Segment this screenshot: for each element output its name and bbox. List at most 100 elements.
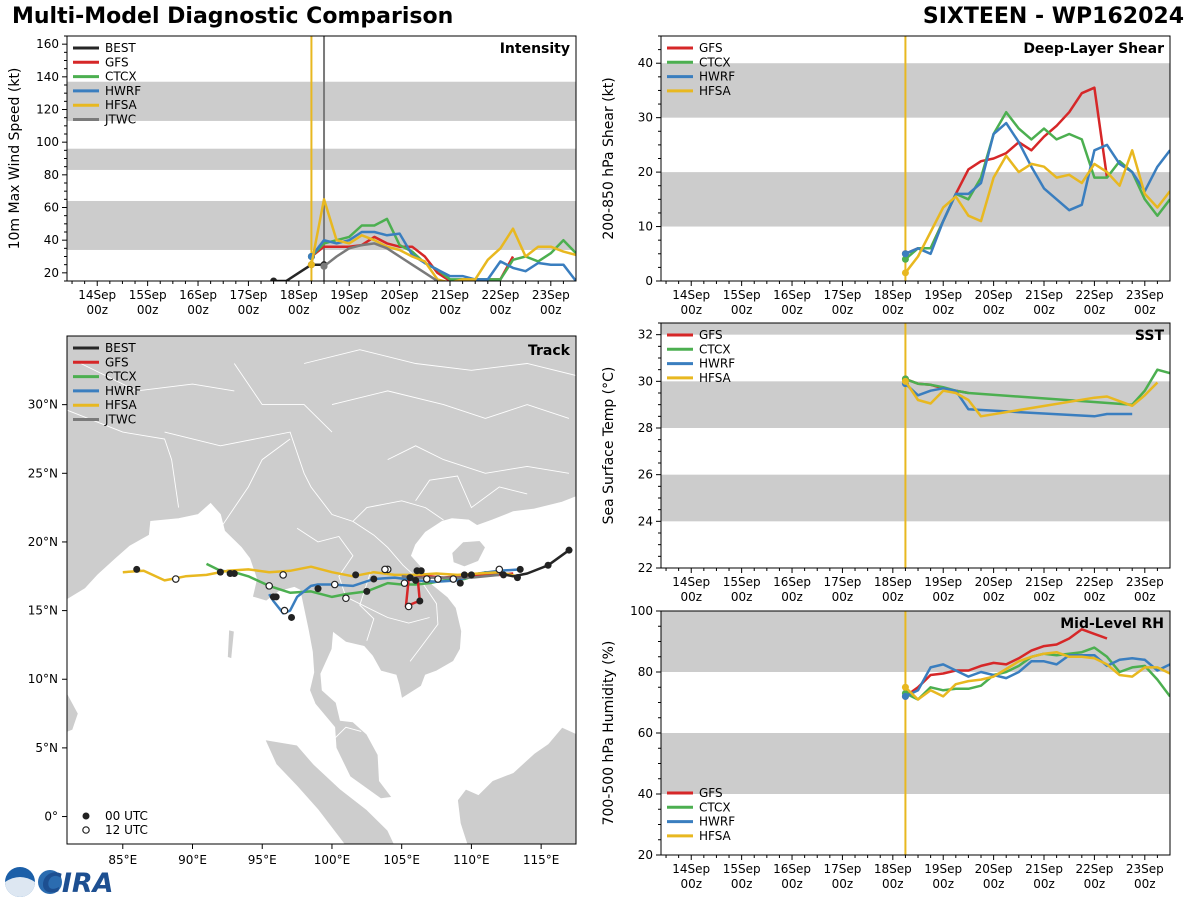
x-tick-hour: 00z <box>983 303 1005 317</box>
series-line-ctcx <box>904 368 1170 406</box>
legend-label-hfsa: HFSA <box>699 829 732 843</box>
track-point-12utc <box>381 565 389 574</box>
track-point-ctcx-00utc <box>363 587 371 595</box>
shaded-band <box>661 323 1170 335</box>
series-start-point-hwrf <box>901 692 909 700</box>
x-tick-hour: 00z <box>86 303 108 317</box>
legend-label-jtwc: JTWC <box>104 113 136 127</box>
track-point-00utc <box>412 576 420 584</box>
tracks-group <box>122 546 573 621</box>
shaded-band <box>67 148 576 170</box>
x-tick-date: 17Sep <box>229 288 267 302</box>
shaded-band <box>661 381 1170 428</box>
x-tick-date: 15Sep <box>723 862 761 876</box>
x-tick-hour: 00z <box>882 303 904 317</box>
x-tick-date: 14Sep <box>672 862 710 876</box>
legend-label-best: BEST <box>105 41 136 55</box>
x-tick-date: 23Sep <box>532 288 570 302</box>
y-tick-label: 25°N <box>28 466 58 480</box>
legend-label-best: BEST <box>105 341 136 355</box>
y-axis-label: 10m Max Wind Speed (kt) <box>7 68 23 250</box>
admin-boundary <box>80 363 235 392</box>
x-tick-hour: 00z <box>389 303 411 317</box>
x-tick-hour: 00z <box>1084 877 1106 891</box>
series-line-hfsa <box>310 198 576 281</box>
y-tick-label: 60 <box>44 201 59 215</box>
x-tick-date: 17Sep <box>823 862 861 876</box>
track-point-jtwc-12utc <box>422 575 431 583</box>
x-tick-date: 18Sep <box>874 288 912 302</box>
legend-label-hwrf: HWRF <box>699 70 735 84</box>
x-tick-date: 17Sep <box>823 288 861 302</box>
legend-label-hwrf: HWRF <box>105 84 141 98</box>
srilanka-landmass <box>67 691 79 733</box>
plot-frame <box>66 335 577 845</box>
x-tick-hour: 00z <box>731 877 753 891</box>
track-point-hwrf-00utc <box>370 575 378 583</box>
series-line-hfsa <box>904 380 1159 418</box>
y-tick-label: 30°N <box>28 398 58 412</box>
y-tick-label: 120 <box>36 103 59 117</box>
x-tick-hour: 00z <box>1033 590 1055 604</box>
y-tick-label: 0 <box>645 274 653 288</box>
track-point-ctcx-00utc <box>216 568 224 576</box>
y-tick-label: 20 <box>44 266 59 280</box>
track-point-best-12utc <box>495 565 504 574</box>
x-tick-label: 105°E <box>383 853 420 867</box>
x-tick-hour: 00z <box>680 303 702 317</box>
series-line-gfs <box>904 628 1108 698</box>
y-tick-label: 26 <box>638 468 653 482</box>
x-tick-date: 18Sep <box>280 288 318 302</box>
x-tick-date: 17Sep <box>823 575 861 589</box>
rh-panel: 2040608010014Sep00z15Sep00z16Sep00z17Sep… <box>601 604 1171 891</box>
series-start-point-ctcx <box>901 255 909 263</box>
x-tick-date: 21Sep <box>1025 575 1063 589</box>
y-tick-label: 160 <box>36 37 59 51</box>
track-point-ctcx-12utc <box>265 582 274 590</box>
track-point-hwrf-12utc <box>330 580 339 589</box>
x-tick-hour: 00z <box>137 303 159 317</box>
track-point-hwrf-00utc <box>516 565 524 573</box>
panel-title: Intensity <box>500 41 570 57</box>
x-tick-date: 20Sep <box>975 862 1013 876</box>
x-tick-date: 22Sep <box>1075 288 1113 302</box>
y-tick-label: 32 <box>638 328 653 342</box>
x-tick-hour: 00z <box>781 590 803 604</box>
x-tick-hour: 00z <box>882 590 904 604</box>
x-tick-date: 20Sep <box>381 288 419 302</box>
x-tick-hour: 00z <box>338 303 360 317</box>
x-tick-hour: 00z <box>680 877 702 891</box>
y-tick-label: 24 <box>638 514 653 528</box>
x-tick-hour: 00z <box>832 303 854 317</box>
series-start-point-hwrf <box>901 250 909 258</box>
legend-label-hfsa: HFSA <box>105 398 138 412</box>
x-tick-date: 21Sep <box>1025 288 1063 302</box>
series-group <box>901 368 1170 418</box>
legend-label-gfs: GFS <box>105 55 129 69</box>
marker-legend-00utc-label: 00 UTC <box>105 809 148 823</box>
track-point-00utc <box>314 585 322 593</box>
track-point-12utc <box>400 579 409 587</box>
x-tick-hour: 00z <box>680 590 702 604</box>
admin-boundary <box>67 409 180 508</box>
legend-label-gfs: GFS <box>699 41 723 55</box>
plot-frame <box>660 322 1171 569</box>
y-tick-label: 80 <box>44 168 59 182</box>
legend-label-ctcx: CTCX <box>699 342 731 356</box>
y-tick-label: 40 <box>638 787 653 801</box>
marker-legend-00utc-dot <box>82 812 90 820</box>
borneo-landmass <box>457 726 576 844</box>
y-tick-label: 30 <box>638 111 653 125</box>
x-tick-date: 16Sep <box>179 288 217 302</box>
page-title: Multi-Model Diagnostic Comparison <box>12 4 454 29</box>
admin-boundary <box>359 570 375 641</box>
x-tick-label: 90°E <box>178 853 207 867</box>
y-tick-label: 40 <box>44 233 59 247</box>
sumatra-landmass <box>264 739 395 844</box>
y-tick-label: 28 <box>638 421 653 435</box>
x-tick-date: 21Sep <box>431 288 469 302</box>
x-tick-hour: 00z <box>1134 590 1156 604</box>
x-tick-hour: 00z <box>238 303 260 317</box>
y-tick-label: 100 <box>36 135 59 149</box>
track-point-00utc <box>226 570 234 578</box>
